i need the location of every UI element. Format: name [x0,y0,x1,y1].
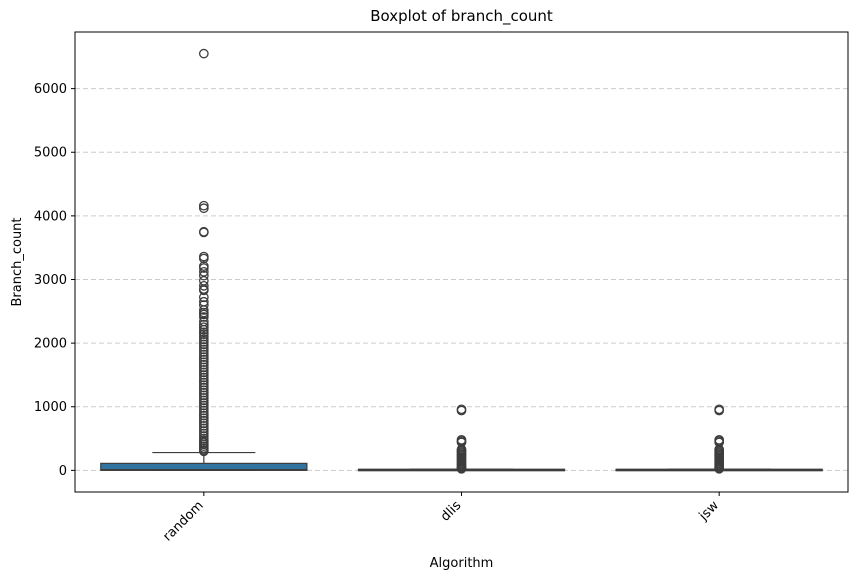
outlier-point [198,349,209,360]
outlier-point [198,405,209,416]
x-tick-label: dlis [438,498,464,524]
outlier-point [198,319,209,330]
outlier-point [198,285,209,296]
y-tick-label: 5000 [34,146,67,161]
outlier-point [198,339,209,350]
outlier-point [198,400,209,411]
outlier-point [198,413,209,424]
outlier-point [198,367,209,378]
outlier-point [198,415,209,426]
outlier-point [198,227,209,238]
outlier-point [198,372,209,383]
y-axis-label: Branch_count [10,217,25,306]
outlier-point [198,420,209,431]
outlier-point [198,305,209,315]
outlier-point [198,263,209,273]
x-axis-ticks: random dlis jsw [160,492,722,544]
outlier-point [456,463,467,474]
box-dlis [357,404,566,474]
outlier-point [198,418,209,429]
outlier-point [198,390,209,401]
outlier-point [198,352,209,362]
y-tick-label: 1000 [34,400,67,415]
y-tick-label: 0 [59,464,67,479]
outlier-point [456,405,467,416]
outlier-point [198,364,209,375]
outlier-point [198,309,209,320]
outlier-point [198,329,209,340]
outlier-point [198,336,209,347]
outlier-point [198,347,209,357]
box-random [100,48,308,471]
outlier-point [198,270,209,281]
outlier-point [198,403,209,413]
outlier-point [198,392,209,403]
x-tick-label: jsw [696,498,722,524]
box-jsw [615,404,823,474]
outlier-point [198,359,209,370]
outlier-point [198,292,209,303]
x-tick-label: random [160,498,206,544]
y-tick-label: 3000 [34,273,67,288]
outlier-point [198,48,209,59]
outlier-point [198,344,209,355]
boxes [100,48,823,474]
outlier-point [198,375,209,385]
y-tick-label: 6000 [34,82,67,97]
outlier-point [198,300,209,310]
outlier-point [198,357,209,368]
outlier-point [198,334,209,345]
outlier-point [198,395,209,406]
y-axis-ticks: 0 1000 2000 3000 4000 5000 6000 [34,82,75,479]
outlier-point [198,408,209,418]
x-axis-label: Algorithm [430,556,494,571]
outlier-point [198,312,209,322]
outlier-point [714,405,725,416]
outlier-point [198,253,209,264]
outlier-point [198,377,209,388]
outlier-point [198,354,209,365]
outlier-point [198,342,209,352]
outlier-point [198,380,209,390]
plot-frame [74,31,849,493]
y-tick-label: 2000 [34,337,67,352]
outlier-point [198,423,209,434]
outlier-point [198,387,209,398]
outlier-point [198,281,209,291]
outlier-point [198,446,209,457]
outlier-point [198,362,209,373]
outlier-point [198,370,209,380]
outlier-point [198,322,209,333]
chart-title: Boxplot of branch_count [370,7,553,26]
outlier-point [198,331,209,342]
outlier-point [198,410,209,421]
outlier-point [198,200,209,211]
outlier-point [198,385,209,396]
outlier-point [198,324,209,335]
outlier-point [198,203,209,214]
outlier-point [198,398,209,408]
outlier-point [198,426,209,436]
y-tick-label: 4000 [34,209,67,224]
outlier-point [714,463,725,474]
outlier-point [198,382,209,393]
